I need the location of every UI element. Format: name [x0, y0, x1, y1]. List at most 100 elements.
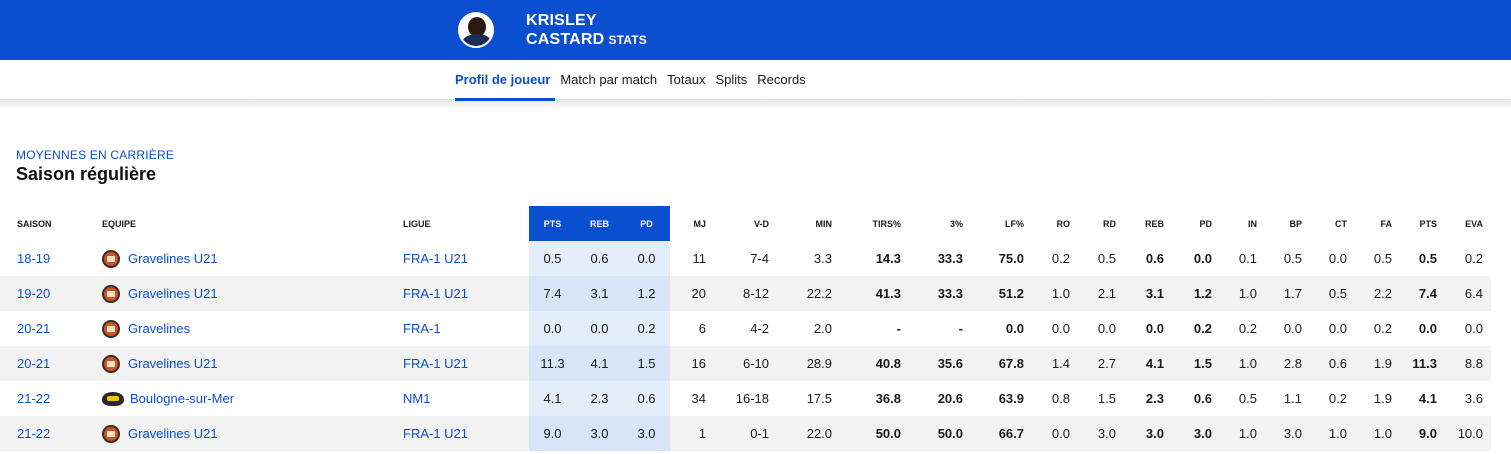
column-header-pts: PTS — [529, 206, 576, 241]
stat-cell-pd: 3.0 — [623, 416, 670, 451]
saison-link[interactable]: 20-21 — [17, 321, 51, 336]
stat-cell-pd: 0.0 — [623, 241, 670, 276]
column-header-min: MIN — [815, 218, 833, 229]
stat-cell-p3: - — [958, 321, 963, 336]
stat-cell-reb2: 3.0 — [1124, 416, 1172, 451]
stat-cell-mj: 11 — [692, 251, 707, 266]
column-header-bp: BP — [1289, 218, 1302, 229]
stat-cell-pts: 11.3 — [529, 346, 576, 381]
team-link[interactable]: Gravelines U21 — [102, 284, 378, 303]
column-header-3-pct: 3% — [949, 218, 963, 229]
stat-cell-min: 28.9 — [777, 346, 840, 381]
column-header-mj: MJ — [693, 218, 706, 229]
saison-link[interactable]: 18-19 — [17, 251, 51, 266]
ligue-link[interactable]: FRA-1 U21 — [403, 251, 469, 266]
equipe-cell: Gravelines U21 — [85, 241, 386, 276]
gravelines-logo-icon — [102, 284, 120, 303]
stat-cell-ro: 0.2 — [1051, 251, 1070, 266]
column-header-pd-total: PD — [1199, 218, 1212, 229]
stat-cell-pts2: 4.1 — [1418, 391, 1437, 406]
stat-cell-eva: 6.4 — [1445, 276, 1491, 311]
saison-cell: 20-21 — [0, 346, 85, 381]
saison-link[interactable]: 20-21 — [17, 356, 51, 371]
team-link[interactable]: Gravelines U21 — [102, 354, 378, 373]
column-header-ro: RO — [1056, 218, 1071, 229]
stat-cell-ro: 0.0 — [1032, 416, 1078, 451]
team-name[interactable]: Gravelines U21 — [128, 426, 218, 441]
gravelines-logo-icon — [102, 319, 120, 338]
stat-cell-bp: 1.7 — [1265, 276, 1310, 311]
stat-cell-min: 17.5 — [806, 391, 832, 406]
team-link[interactable]: Gravelines U21 — [102, 424, 378, 443]
stat-cell-pd2: 1.5 — [1172, 346, 1220, 381]
column-header-reb-total: REB — [1144, 218, 1164, 229]
team-name[interactable]: Gravelines U21 — [128, 356, 218, 371]
team-link[interactable]: Gravelines U21 — [102, 249, 378, 268]
ligue-link[interactable]: FRA-1 — [403, 321, 441, 336]
column-header-ct: CT — [1335, 218, 1347, 229]
tab-bar: Profil de joueur Match par match Totaux … — [455, 60, 811, 101]
stat-cell-lf: 67.8 — [971, 346, 1032, 381]
stat-cell-pd: 0.6 — [623, 381, 670, 416]
team-name[interactable]: Gravelines U21 — [128, 286, 218, 301]
section-title: Saison régulière — [16, 164, 157, 184]
stat-cell-rd: 1.5 — [1097, 391, 1116, 406]
equipe-cell: Boulogne-sur-Mer — [85, 381, 386, 416]
column-header-reb: REB — [576, 206, 623, 241]
stat-cell-rd: 0.0 — [1097, 321, 1116, 336]
equipe-cell: Gravelines — [85, 311, 386, 346]
team-name[interactable]: Boulogne-sur-Mer — [130, 391, 235, 406]
stat-cell-mj: 1 — [670, 416, 714, 451]
team-name[interactable]: Gravelines — [128, 321, 191, 336]
ligue-link[interactable]: FRA-1 U21 — [403, 356, 469, 371]
stat-cell-reb2: 0.0 — [1145, 321, 1164, 336]
tab-totaux[interactable]: Totaux — [667, 72, 706, 87]
stat-cell-lf: 75.0 — [998, 251, 1024, 266]
stat-cell-ct: 1.0 — [1310, 416, 1355, 451]
saison-link[interactable]: 21-22 — [17, 391, 51, 406]
stat-cell-pts2: 11.3 — [1400, 346, 1445, 381]
stat-cell-ct: 0.0 — [1328, 251, 1347, 266]
team-link[interactable]: Boulogne-sur-Mer — [102, 391, 378, 406]
ligue-link[interactable]: FRA-1 U21 — [403, 426, 469, 441]
stat-cell-pts2: 0.0 — [1418, 321, 1437, 336]
equipe-cell: Gravelines U21 — [85, 276, 386, 311]
stat-cell-eva: 0.0 — [1464, 321, 1483, 336]
stat-cell-tirs: 36.8 — [875, 391, 901, 406]
table-row: 21-22 Boulogne-sur-Mer NM1 4.1 2.3 0.6 34 16-18… — [0, 381, 1491, 416]
section-kicker: MOYENNES EN CARRIÈRE — [16, 148, 175, 162]
tab-records[interactable]: Records — [757, 72, 806, 87]
saison-link[interactable]: 19-20 — [17, 286, 51, 301]
stats-label: STATS — [608, 33, 647, 47]
tab-profil-de-joueur[interactable]: Profil de joueur — [455, 60, 556, 101]
stat-cell-in: 0.2 — [1238, 321, 1257, 336]
player-last-name: CASTARD — [526, 31, 605, 48]
stat-cell-reb: 3.0 — [576, 416, 623, 451]
sub-navigation-shadow — [0, 100, 1511, 110]
ligue-link[interactable]: NM1 — [403, 391, 431, 406]
stat-cell-in: 1.0 — [1220, 276, 1265, 311]
player-name: KRISLEY CASTARD STATS — [526, 11, 647, 50]
table-row: 20-21 Gravelines U21 FRA-1 U21 11.3 4.1 1.5 16… — [0, 346, 1491, 381]
stat-cell-pts: 9.0 — [529, 416, 576, 451]
tab-splits[interactable]: Splits — [715, 72, 748, 87]
stat-cell-pd: 0.2 — [623, 311, 670, 346]
table-row: 21-22 Gravelines U21 FRA-1 U21 9.0 3.0 3.0 1 0-… — [0, 416, 1491, 451]
stat-cell-p3: 20.6 — [937, 391, 963, 406]
tab-match-par-match[interactable]: Match par match — [560, 72, 658, 87]
stat-cell-lf: 51.2 — [971, 276, 1032, 311]
stat-cell-eva: 3.6 — [1464, 391, 1483, 406]
stat-cell-ct: 0.5 — [1310, 276, 1355, 311]
ligue-link[interactable]: FRA-1 U21 — [403, 286, 469, 301]
stat-cell-ro: 0.0 — [1051, 321, 1070, 336]
saison-link[interactable]: 21-22 — [17, 426, 51, 441]
stat-cell-ro: 0.8 — [1051, 391, 1070, 406]
team-link[interactable]: Gravelines — [102, 319, 378, 338]
saison-cell: 21-22 — [0, 381, 85, 416]
column-header-saison: SAISON — [17, 218, 52, 229]
stat-cell-bp: 0.5 — [1283, 251, 1302, 266]
stat-cell-pd2: 3.0 — [1172, 416, 1220, 451]
team-name[interactable]: Gravelines U21 — [128, 251, 218, 266]
stat-cell-rd: 3.0 — [1078, 416, 1124, 451]
table-row: 19-20 Gravelines U21 FRA-1 U21 7.4 3.1 1.2 20 8… — [0, 276, 1491, 311]
